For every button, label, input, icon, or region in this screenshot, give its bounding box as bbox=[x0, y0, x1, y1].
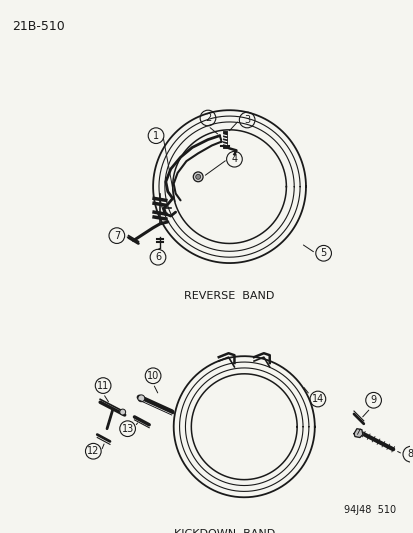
Text: 1: 1 bbox=[153, 131, 159, 141]
Circle shape bbox=[138, 395, 145, 402]
Text: 6: 6 bbox=[154, 252, 161, 262]
Text: 3: 3 bbox=[244, 115, 249, 125]
Text: 11: 11 bbox=[97, 381, 109, 391]
Circle shape bbox=[193, 172, 203, 182]
Text: 8: 8 bbox=[407, 449, 413, 459]
Text: 14: 14 bbox=[311, 394, 323, 404]
Text: 13: 13 bbox=[121, 424, 133, 434]
Text: KICKDOWN  BAND: KICKDOWN BAND bbox=[173, 529, 275, 533]
Text: 94J48  510: 94J48 510 bbox=[343, 505, 395, 515]
Circle shape bbox=[195, 174, 200, 179]
Polygon shape bbox=[353, 429, 362, 438]
Text: 10: 10 bbox=[147, 371, 159, 381]
Text: REVERSE  BAND: REVERSE BAND bbox=[184, 290, 274, 301]
Text: 4: 4 bbox=[231, 154, 237, 164]
Text: 2: 2 bbox=[204, 113, 211, 123]
Text: 12: 12 bbox=[87, 446, 99, 456]
Circle shape bbox=[119, 409, 126, 415]
Text: 7: 7 bbox=[114, 231, 120, 240]
Text: 9: 9 bbox=[370, 395, 376, 405]
Text: 21B-510: 21B-510 bbox=[12, 20, 64, 33]
Text: 5: 5 bbox=[320, 248, 326, 259]
